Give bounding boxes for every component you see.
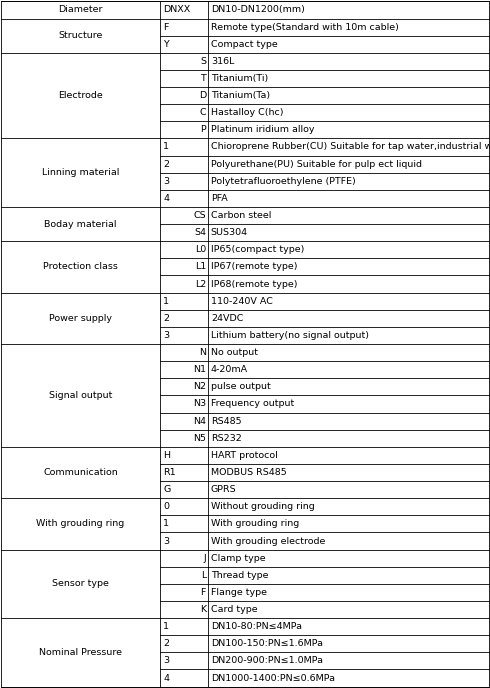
Text: Nominal Pressure: Nominal Pressure xyxy=(39,648,122,657)
Text: RS485: RS485 xyxy=(211,417,242,426)
Text: Clamp type: Clamp type xyxy=(211,554,266,563)
Text: 1: 1 xyxy=(163,142,169,151)
Text: 1: 1 xyxy=(163,297,169,305)
Text: N: N xyxy=(199,348,206,357)
Text: Diameter: Diameter xyxy=(58,6,103,14)
Text: 110-240V AC: 110-240V AC xyxy=(211,297,273,305)
Text: Protection class: Protection class xyxy=(43,262,118,271)
Text: L1: L1 xyxy=(195,262,206,271)
Text: F: F xyxy=(200,588,206,597)
Text: 0: 0 xyxy=(163,502,169,511)
Text: 2: 2 xyxy=(163,314,169,323)
Text: Communication: Communication xyxy=(43,468,118,477)
Text: C: C xyxy=(199,108,206,117)
Text: Thread type: Thread type xyxy=(211,571,269,580)
Text: 4: 4 xyxy=(163,194,169,203)
Text: With grouding electrode: With grouding electrode xyxy=(211,537,325,546)
Text: 3: 3 xyxy=(163,537,169,546)
Text: S: S xyxy=(200,57,206,66)
Text: DN200-900:PN≤1.0MPa: DN200-900:PN≤1.0MPa xyxy=(211,656,323,665)
Text: D: D xyxy=(199,91,206,100)
Text: K: K xyxy=(200,605,206,614)
Text: Lithium battery(no signal output): Lithium battery(no signal output) xyxy=(211,331,369,340)
Text: N1: N1 xyxy=(193,365,206,374)
Text: 3: 3 xyxy=(163,177,169,186)
Text: With grouding ring: With grouding ring xyxy=(36,519,124,528)
Text: Carbon steel: Carbon steel xyxy=(211,211,271,220)
Text: Titanium(Ti): Titanium(Ti) xyxy=(211,74,268,83)
Text: P: P xyxy=(200,125,206,134)
Text: Titanium(Ta): Titanium(Ta) xyxy=(211,91,270,100)
Text: Remote type(Standard with 10m cable): Remote type(Standard with 10m cable) xyxy=(211,23,399,32)
Text: 3: 3 xyxy=(163,656,169,665)
Text: N2: N2 xyxy=(193,383,206,391)
Text: Y: Y xyxy=(163,40,169,49)
Text: Polytetrafluoroethylene (PTFE): Polytetrafluoroethylene (PTFE) xyxy=(211,177,356,186)
Text: 24VDC: 24VDC xyxy=(211,314,243,323)
Text: Frequency output: Frequency output xyxy=(211,400,294,409)
Text: Polyurethane(PU) Suitable for pulp ect liquid: Polyurethane(PU) Suitable for pulp ect l… xyxy=(211,160,422,169)
Text: DNXX: DNXX xyxy=(163,6,190,14)
Text: Platinum iridium alloy: Platinum iridium alloy xyxy=(211,125,315,134)
Text: SUS304: SUS304 xyxy=(211,228,248,237)
Text: 2: 2 xyxy=(163,639,169,648)
Text: 2: 2 xyxy=(163,160,169,169)
Text: 1: 1 xyxy=(163,519,169,528)
Text: Signal output: Signal output xyxy=(49,391,112,400)
Text: T: T xyxy=(200,74,206,83)
Text: CS: CS xyxy=(194,211,206,220)
Text: IP68(remote type): IP68(remote type) xyxy=(211,279,297,288)
Text: 4-20mA: 4-20mA xyxy=(211,365,248,374)
Text: HART protocol: HART protocol xyxy=(211,451,278,460)
Text: MODBUS RS485: MODBUS RS485 xyxy=(211,468,287,477)
Text: N5: N5 xyxy=(193,433,206,442)
Text: 316L: 316L xyxy=(211,57,234,66)
Text: Flange type: Flange type xyxy=(211,588,267,597)
Text: GPRS: GPRS xyxy=(211,485,237,494)
Text: No output: No output xyxy=(211,348,258,357)
Text: Without grouding ring: Without grouding ring xyxy=(211,502,315,511)
Text: S4: S4 xyxy=(194,228,206,237)
Text: Compact type: Compact type xyxy=(211,40,278,49)
Text: IP67(remote type): IP67(remote type) xyxy=(211,262,297,271)
Text: DN1000-1400:PN≤0.6MPa: DN1000-1400:PN≤0.6MPa xyxy=(211,674,335,682)
Text: Power supply: Power supply xyxy=(49,314,112,323)
Text: G: G xyxy=(163,485,170,494)
Text: 3: 3 xyxy=(163,331,169,340)
Text: 1: 1 xyxy=(163,622,169,631)
Text: With grouding ring: With grouding ring xyxy=(211,519,299,528)
Text: DN10-80:PN≤4MPa: DN10-80:PN≤4MPa xyxy=(211,622,302,631)
Text: N4: N4 xyxy=(193,417,206,426)
Text: 4: 4 xyxy=(163,674,169,682)
Text: DN100-150:PN≤1.6MPa: DN100-150:PN≤1.6MPa xyxy=(211,639,323,648)
Text: RS232: RS232 xyxy=(211,433,242,442)
Text: L0: L0 xyxy=(195,246,206,255)
Text: DN10-DN1200(mm): DN10-DN1200(mm) xyxy=(211,6,305,14)
Text: Boday material: Boday material xyxy=(44,219,117,228)
Text: L2: L2 xyxy=(195,279,206,288)
Text: Card type: Card type xyxy=(211,605,257,614)
Text: Structure: Structure xyxy=(58,31,103,40)
Text: L: L xyxy=(201,571,206,580)
Text: Sensor type: Sensor type xyxy=(52,579,109,588)
Text: IP65(compact type): IP65(compact type) xyxy=(211,246,304,255)
Text: H: H xyxy=(163,451,170,460)
Text: Linning material: Linning material xyxy=(42,168,119,178)
Text: F: F xyxy=(163,23,169,32)
Text: pulse output: pulse output xyxy=(211,383,270,391)
Text: R1: R1 xyxy=(163,468,175,477)
Text: Chioroprene Rubber(CU) Suitable for tap water,industrial water,etc liquid: Chioroprene Rubber(CU) Suitable for tap … xyxy=(211,142,490,151)
Text: N3: N3 xyxy=(193,400,206,409)
Text: Electrode: Electrode xyxy=(58,91,103,100)
Text: PFA: PFA xyxy=(211,194,227,203)
Text: Hastalloy C(hc): Hastalloy C(hc) xyxy=(211,108,283,117)
Text: J: J xyxy=(203,554,206,563)
